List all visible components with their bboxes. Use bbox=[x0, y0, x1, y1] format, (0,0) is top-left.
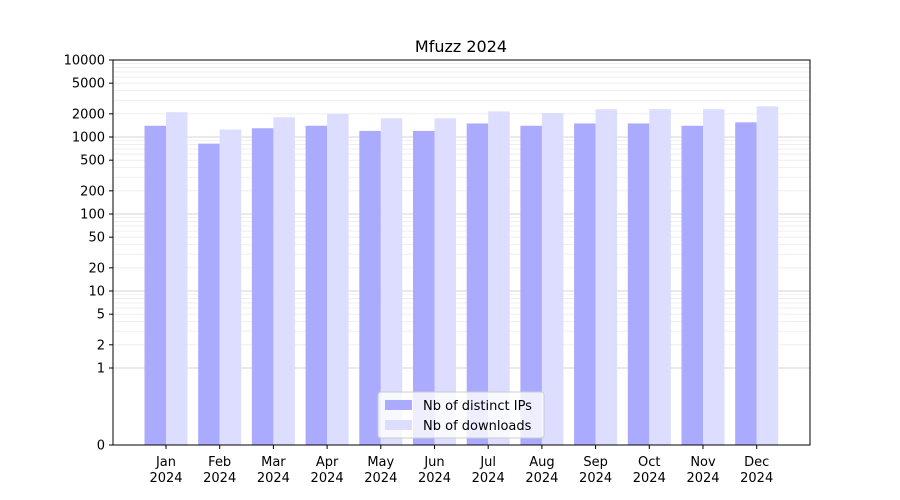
y-tick-label: 1000 bbox=[72, 131, 105, 146]
bar-downloads bbox=[541, 112, 564, 446]
y-tick-label: 2000 bbox=[72, 107, 105, 122]
x-tick-label-month: Jul bbox=[479, 455, 496, 470]
bar-distinct-ips bbox=[681, 125, 703, 445]
bar-distinct-ips bbox=[198, 143, 220, 445]
legend-label: Nb of distinct IPs bbox=[423, 399, 532, 414]
y-tick-label: 10 bbox=[88, 285, 105, 300]
bar-downloads bbox=[380, 118, 403, 445]
x-tick-label-month: Apr bbox=[316, 455, 339, 470]
bar-downloads bbox=[595, 109, 618, 445]
x-tick-label-year: 2024 bbox=[633, 471, 666, 486]
bar-distinct-ips bbox=[466, 123, 489, 445]
y-tick-label: 0 bbox=[97, 439, 105, 454]
x-tick-label-year: 2024 bbox=[525, 471, 558, 486]
x-tick-label-year: 2024 bbox=[203, 471, 236, 486]
legend-swatch bbox=[385, 400, 412, 410]
x-tick-label-year: 2024 bbox=[364, 471, 397, 486]
x-tick-label-month: May bbox=[367, 455, 394, 470]
y-tick-label: 1 bbox=[97, 362, 105, 377]
x-tick-label-month: Jun bbox=[423, 455, 444, 470]
y-tick-label: 500 bbox=[80, 154, 105, 169]
bar-distinct-ips bbox=[359, 130, 381, 445]
bar-downloads bbox=[649, 109, 671, 445]
bar-distinct-ips bbox=[144, 125, 166, 445]
y-tick-label: 10000 bbox=[64, 54, 105, 69]
y-axis: 0 1 2 5 10 20 50 100 200 500 1000 2000 5000 10000 bbox=[64, 54, 113, 454]
bar-downloads bbox=[488, 111, 510, 446]
x-tick-label-year: 2024 bbox=[740, 471, 773, 486]
y-tick-label: 5 bbox=[97, 308, 105, 323]
x-tick-label-month: Oct bbox=[638, 455, 660, 470]
x-tick-label-year: 2024 bbox=[472, 471, 505, 486]
bar-downloads bbox=[166, 112, 188, 445]
bar-downloads bbox=[434, 118, 456, 445]
bar-distinct-ips bbox=[413, 130, 435, 445]
legend-box bbox=[377, 391, 545, 439]
x-tick-label-month: Jan bbox=[155, 455, 176, 470]
bar-distinct-ips bbox=[735, 122, 757, 446]
bar-distinct-ips bbox=[251, 128, 274, 445]
bar-distinct-ips bbox=[627, 123, 650, 445]
y-tick-label: 200 bbox=[80, 184, 105, 199]
bar-distinct-ips bbox=[520, 125, 542, 445]
legend: Nb of distinct IPs Nb of downloads bbox=[377, 391, 545, 439]
y-tick-label: 20 bbox=[88, 261, 105, 276]
plot-frame bbox=[112, 59, 811, 446]
x-tick-label-year: 2024 bbox=[418, 471, 451, 486]
x-tick-label-month: Dec bbox=[744, 455, 769, 470]
x-tick-label-month: Feb bbox=[208, 455, 231, 470]
x-tick-label-month: Sep bbox=[583, 455, 608, 470]
x-axis: Jan2024Feb2024Mar2024Apr2024May2024Jun20… bbox=[149, 445, 773, 486]
x-tick-label-year: 2024 bbox=[149, 471, 182, 486]
bar-distinct-ips bbox=[305, 125, 328, 445]
x-tick-label-year: 2024 bbox=[311, 471, 344, 486]
x-tick-label-year: 2024 bbox=[686, 471, 719, 486]
y-tick-label: 50 bbox=[88, 231, 105, 246]
chart-title: Mfuzz 2024 bbox=[415, 37, 507, 56]
legend-swatch bbox=[385, 420, 412, 430]
y-tick-label: 2 bbox=[97, 338, 105, 353]
x-tick-label-month: Mar bbox=[261, 455, 286, 470]
x-tick-label-month: Nov bbox=[690, 455, 716, 470]
bar-downloads bbox=[703, 109, 725, 445]
bar-downloads bbox=[756, 106, 779, 446]
bar-downloads bbox=[327, 113, 349, 446]
bar-downloads bbox=[273, 117, 295, 445]
x-tick-label-year: 2024 bbox=[257, 471, 290, 486]
y-tick-label: 5000 bbox=[72, 77, 105, 92]
bar-downloads bbox=[219, 129, 242, 445]
bar-distinct-ips bbox=[574, 123, 596, 445]
x-tick-label-month: Aug bbox=[529, 455, 554, 470]
y-tick-label: 100 bbox=[80, 208, 105, 223]
legend-label: Nb of downloads bbox=[423, 419, 532, 434]
x-tick-label-year: 2024 bbox=[579, 471, 612, 486]
bars bbox=[144, 106, 779, 446]
